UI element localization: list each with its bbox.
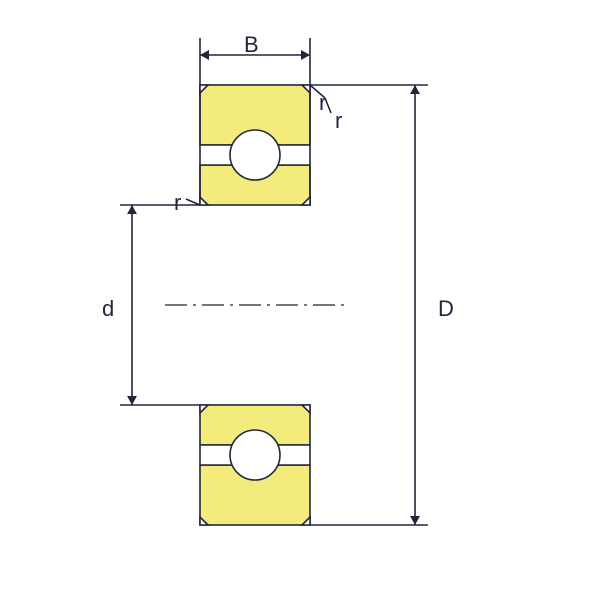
label-outer-dia-D: D: [438, 298, 454, 320]
label-bore-dia-d: d: [102, 298, 114, 320]
label-width-B: B: [244, 34, 259, 56]
label-chamfer-r: r: [174, 192, 181, 214]
label-chamfer-r: r: [319, 92, 326, 114]
dimension-svg: [0, 0, 600, 600]
bearing-diagram: B D d r r r: [0, 0, 600, 600]
label-chamfer-r: r: [335, 110, 342, 132]
